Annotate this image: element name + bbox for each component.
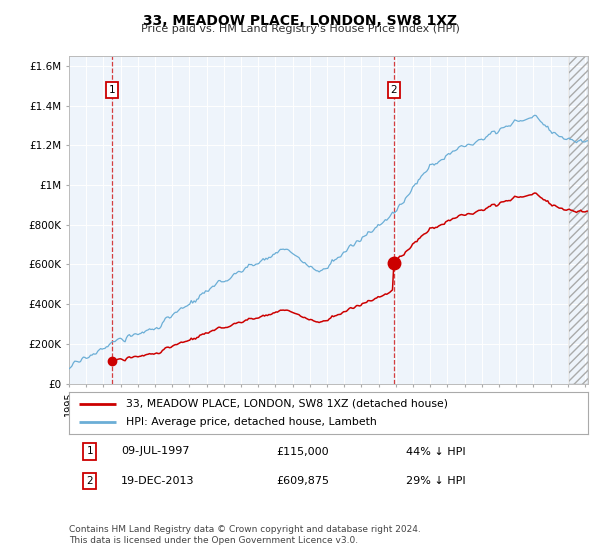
Text: 1: 1 [109, 85, 115, 95]
Text: 09-JUL-1997: 09-JUL-1997 [121, 446, 190, 456]
Text: 1: 1 [86, 446, 93, 456]
Text: 33, MEADOW PLACE, LONDON, SW8 1XZ (detached house): 33, MEADOW PLACE, LONDON, SW8 1XZ (detac… [126, 399, 448, 409]
Text: £115,000: £115,000 [277, 446, 329, 456]
Text: 44% ↓ HPI: 44% ↓ HPI [406, 446, 466, 456]
Text: 2: 2 [86, 476, 93, 486]
Text: 2: 2 [391, 85, 397, 95]
Text: 29% ↓ HPI: 29% ↓ HPI [406, 476, 466, 486]
Text: 19-DEC-2013: 19-DEC-2013 [121, 476, 194, 486]
Text: Contains HM Land Registry data © Crown copyright and database right 2024.
This d: Contains HM Land Registry data © Crown c… [69, 525, 421, 545]
Text: £609,875: £609,875 [277, 476, 329, 486]
Text: Price paid vs. HM Land Registry's House Price Index (HPI): Price paid vs. HM Land Registry's House … [140, 24, 460, 34]
Text: 33, MEADOW PLACE, LONDON, SW8 1XZ: 33, MEADOW PLACE, LONDON, SW8 1XZ [143, 14, 457, 28]
Text: HPI: Average price, detached house, Lambeth: HPI: Average price, detached house, Lamb… [126, 417, 377, 427]
